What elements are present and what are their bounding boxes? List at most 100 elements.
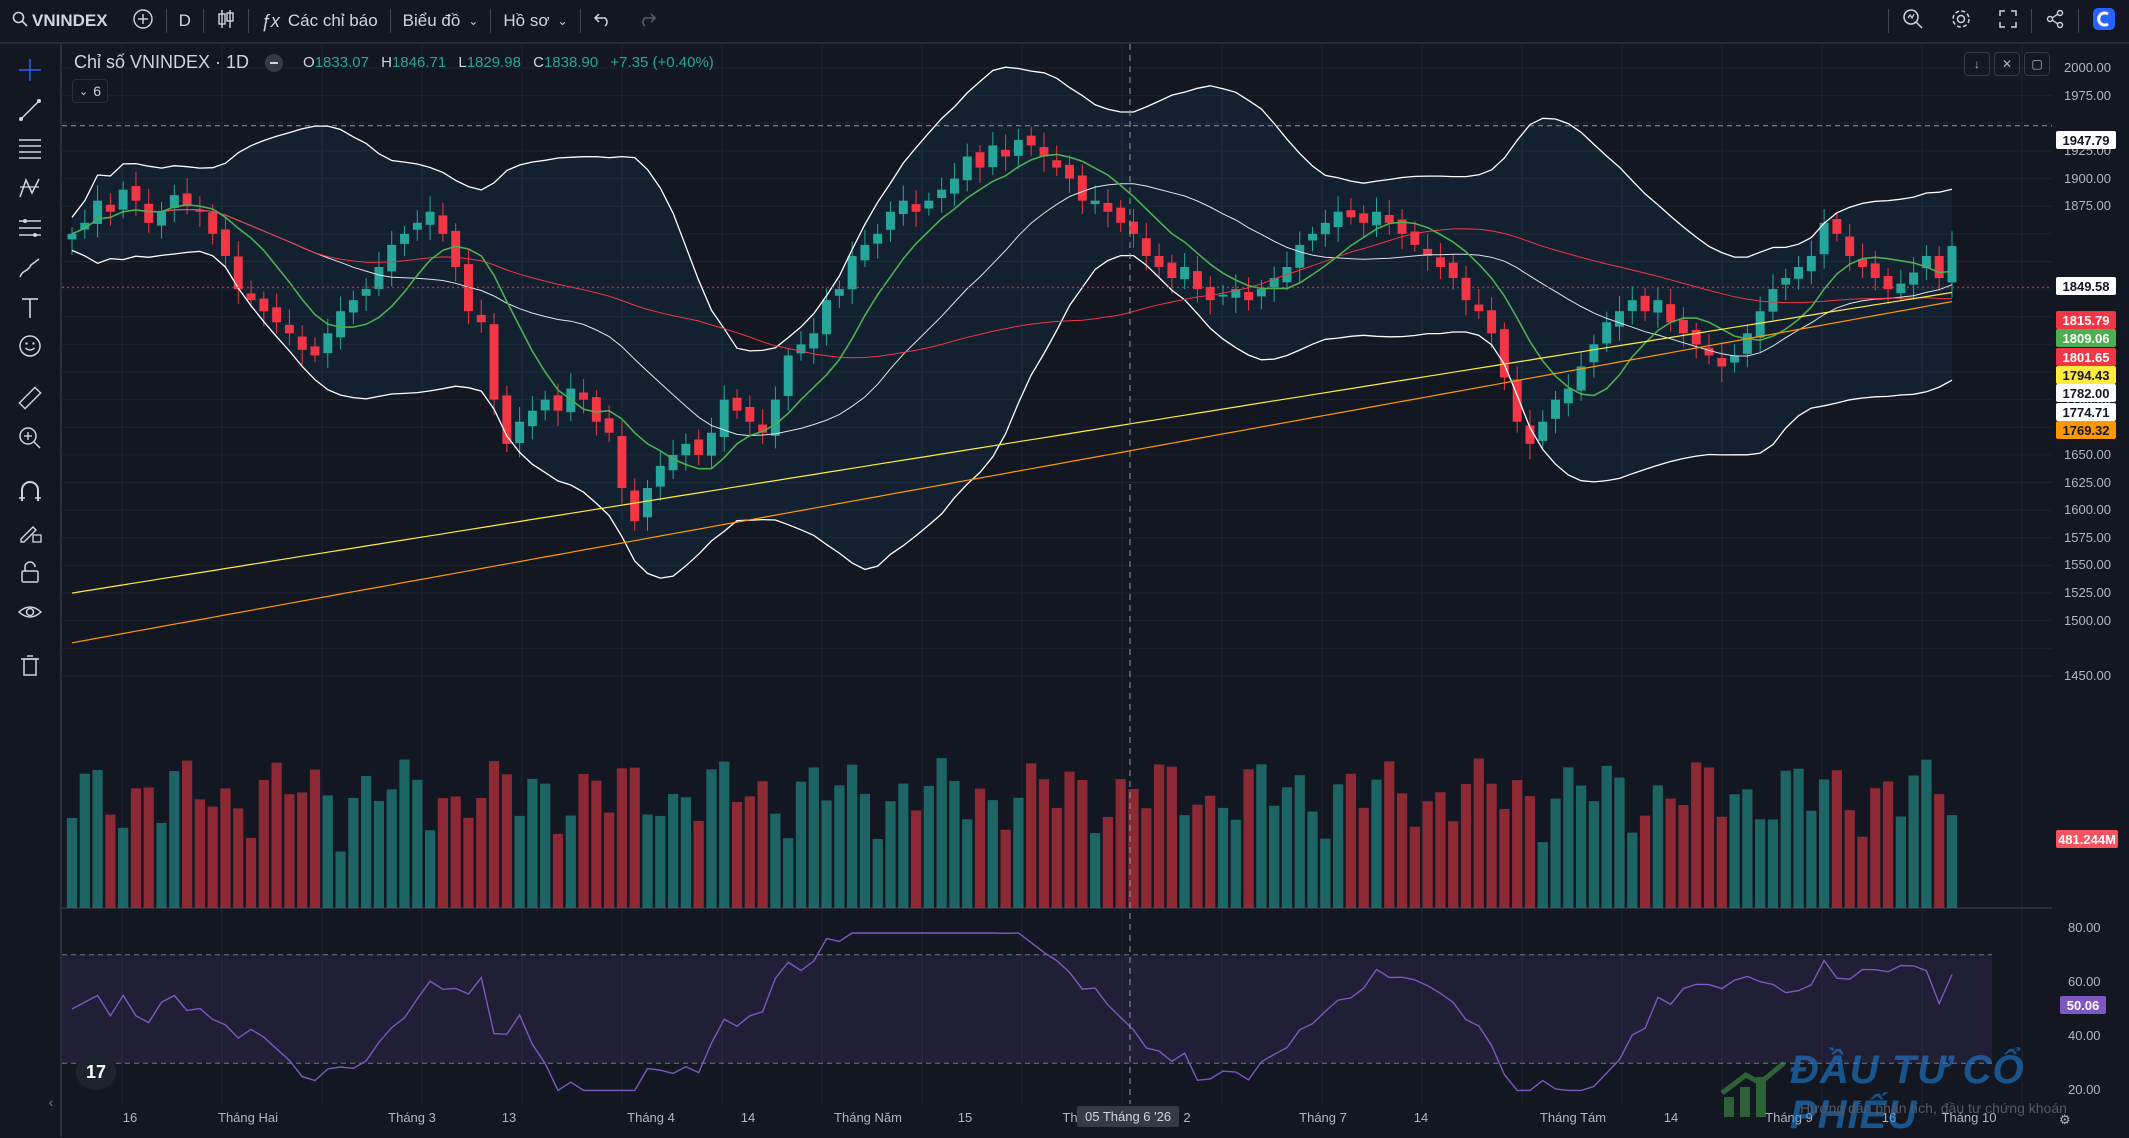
brand-logo-button[interactable] (2079, 0, 2129, 42)
legend-title[interactable]: Chỉ số VNINDEX · 1D (74, 52, 250, 72)
axis-settings-button[interactable]: ⚙ (2059, 1112, 2071, 1128)
pattern-icon (17, 175, 43, 206)
volume-bar (1537, 842, 1548, 908)
candle-body (1410, 231, 1420, 245)
redo-button[interactable] (625, 0, 669, 42)
emoji-tool[interactable] (12, 330, 48, 366)
lock-open-icon (17, 559, 43, 590)
pane-maximize-button[interactable]: ▢ (2024, 52, 2050, 76)
time-tick-label: 14 (1663, 1110, 1679, 1125)
legend-ohlc: O1833.07 H1846.71 L1829.98 C1838.90 +7.3… (295, 54, 714, 71)
interval-button[interactable]: D (178, 11, 191, 30)
brush-tool[interactable] (12, 252, 48, 288)
candle-body (898, 200, 908, 215)
watermark: ĐẦU TƯ CỔ PHIẾU Hướng dẫn phân tích, đầu… (1720, 1048, 2129, 1138)
candle-body (975, 152, 985, 168)
candle-body (668, 454, 678, 471)
pane-move-down-button[interactable]: ↓ (1964, 52, 1990, 76)
text-tool[interactable] (12, 292, 48, 328)
candle-body (1653, 300, 1663, 313)
visibility-tool[interactable] (12, 596, 48, 632)
candle-body (1295, 244, 1305, 268)
candle-body (336, 311, 346, 338)
candle-body (1589, 344, 1599, 363)
minus-icon[interactable] (265, 53, 284, 72)
volume-bar (271, 762, 282, 908)
rsi-tick-label: 80.00 (2068, 919, 2101, 935)
candle-body (1896, 283, 1906, 294)
fullscreen-button[interactable] (1985, 0, 2031, 42)
volume-bar (233, 808, 244, 908)
candle-body (1678, 319, 1688, 334)
candle-body (527, 410, 537, 427)
candle-body (1013, 139, 1023, 156)
volume-bar (1102, 817, 1114, 908)
candle-body (400, 233, 409, 244)
high-value: 1846.71 (391, 54, 447, 71)
fib-tool[interactable] (12, 132, 48, 168)
pattern-tool[interactable] (12, 172, 48, 208)
candle-body (502, 395, 512, 444)
volume-bar (565, 815, 576, 908)
volume-bar (501, 774, 512, 908)
volume-bar (680, 797, 691, 908)
candle-body (1154, 256, 1164, 267)
chart-type-button[interactable] (204, 0, 248, 42)
indicators-collapse-button[interactable]: ⌄ 6 (72, 79, 108, 103)
candle-body (1947, 246, 1957, 283)
volume-bar (437, 798, 448, 908)
price-chart[interactable] (62, 44, 2062, 1137)
volume-bar (706, 769, 717, 908)
zoom-search-icon (1902, 8, 1924, 35)
volume-bar (578, 773, 589, 908)
drawing-mode-tool[interactable] (12, 516, 48, 552)
volume-bar (1563, 767, 1574, 908)
crosshair-tool[interactable] (12, 54, 48, 90)
indicators-button[interactable]: ƒx Các chỉ báo (249, 0, 390, 42)
compare-button[interactable] (120, 0, 166, 42)
magnet-tool[interactable] (12, 476, 48, 512)
candle-body (1499, 329, 1509, 378)
divider (579, 9, 581, 33)
quick-search-button[interactable] (1889, 0, 1937, 42)
volume-bar (1934, 794, 1945, 908)
fib-lines-icon (17, 135, 43, 166)
zoom-in-tool[interactable] (12, 422, 48, 458)
candle-body (1180, 267, 1190, 280)
share-button[interactable] (2032, 0, 2078, 42)
remove-drawings-tool[interactable] (12, 650, 48, 686)
rsi-line (71, 932, 1953, 1092)
forecast-tool[interactable] (12, 212, 48, 248)
symbol-search[interactable]: VNINDEX (0, 0, 120, 42)
candle-body (1691, 329, 1701, 345)
settings-button[interactable] (1937, 0, 1985, 42)
rsi-pane (62, 932, 1992, 1092)
volume-bar (1831, 770, 1843, 908)
profile-button[interactable]: Hồ sơ ⌄ (491, 0, 579, 42)
candle-body (1141, 238, 1151, 256)
time-tick-label: Tháng 7 (1299, 1110, 1347, 1125)
candle-body (1077, 175, 1087, 201)
collapse-toolbar-button[interactable]: ‹ (44, 1084, 58, 1120)
candle-body (540, 399, 550, 411)
tradingview-logo[interactable]: 17 (76, 1054, 116, 1090)
candle-body (847, 255, 857, 290)
trend-line-tool[interactable] (12, 94, 48, 130)
chevron-down-icon: ⌄ (557, 14, 568, 28)
undo-button[interactable] (581, 0, 625, 42)
volume-bar (949, 781, 960, 908)
indicator-lines (62, 66, 2052, 644)
chart-menu-button[interactable]: Biểu đồ ⌄ (391, 0, 491, 42)
candle-body (719, 399, 729, 438)
pane-collapse-button[interactable]: ✕ (1994, 52, 2020, 76)
measure-tool[interactable] (12, 382, 48, 418)
candle-body (1192, 271, 1202, 290)
maximize-icon: ▢ (2031, 57, 2043, 71)
candle-body (1806, 255, 1816, 272)
candle-body (694, 439, 704, 455)
lock-tool[interactable] (12, 556, 48, 592)
volume-bar (1038, 779, 1050, 908)
volume-bar (757, 781, 768, 908)
candle-body (387, 244, 397, 272)
price-tick-label: 1875.00 (2064, 198, 2111, 214)
